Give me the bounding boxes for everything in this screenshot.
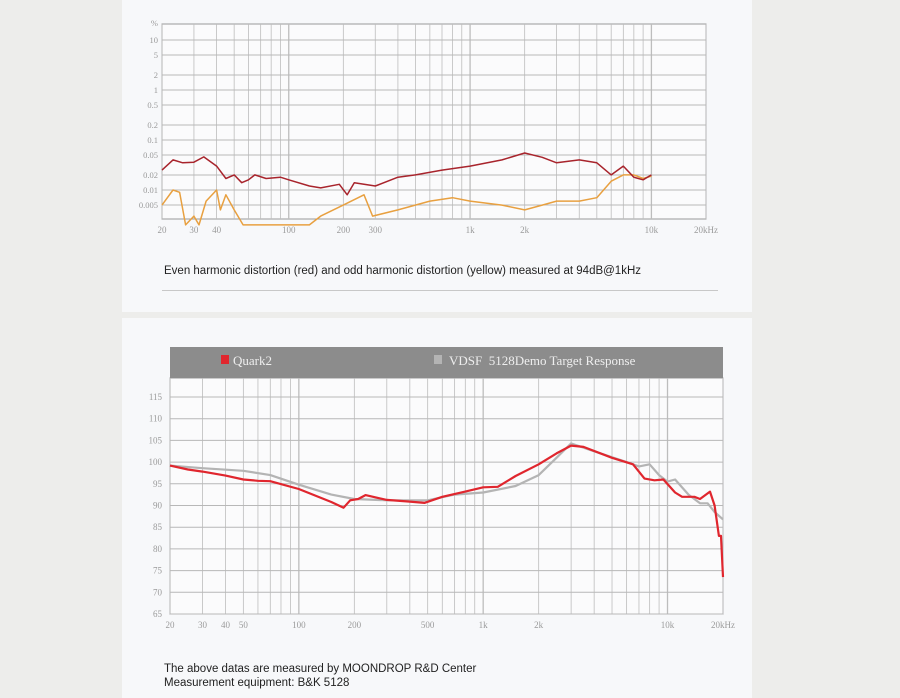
y-tick-label: 105	[149, 435, 163, 445]
y-tick-label: 0.01	[143, 185, 158, 195]
x-tick-label: 1k	[466, 225, 476, 235]
x-tick-label: 30	[189, 225, 199, 235]
divider	[162, 290, 718, 291]
y-tick-label: 65	[153, 609, 163, 619]
frequency-response-card: 20 30 40 50 100 200 500 1k 2k 10k 20kHz 115 110 105 10…	[122, 318, 752, 698]
x-tick-label: 40	[221, 620, 231, 630]
y-tick-label: 0.02	[143, 170, 158, 180]
x-tick-label: 30	[198, 620, 208, 630]
x-tick-label: 200	[348, 620, 362, 630]
y-tick-label: 0.5	[147, 100, 158, 110]
y-tick-label: 70	[153, 587, 163, 597]
legend-swatch-target	[434, 355, 442, 364]
x-tick-label: 2k	[520, 225, 530, 235]
x-tick-label: 500	[421, 620, 435, 630]
y-tick-label: 0.2	[147, 120, 158, 130]
x-tick-label: 20	[166, 620, 176, 630]
x-tick-label: 100	[282, 225, 296, 235]
series-line-even-harmonic-distortion	[161, 152, 652, 196]
frequency-response-chart: 20 30 40 50 100 200 500 1k 2k 10k 20kHz 115 110 105 10…	[149, 347, 735, 630]
y-tick-label: 115	[149, 392, 163, 402]
plot-area	[161, 23, 707, 220]
x-tick-label: 200	[337, 225, 351, 235]
x-tick-label: 100	[292, 620, 306, 630]
y-tick-label: 10	[150, 35, 159, 45]
legend-bar	[170, 347, 723, 378]
x-tick-label: 300	[369, 225, 383, 235]
x-tick-label: 40	[212, 225, 222, 235]
x-tick-label: 1k	[479, 620, 489, 630]
measurement-caption: The above datas are measured by MOONDROP…	[164, 663, 477, 675]
series-line-odd-harmonic-distortion	[161, 174, 652, 226]
x-tick-label: 20kHz	[694, 225, 718, 235]
legend-swatch-quark2	[221, 355, 229, 364]
x-tick-label: 20kHz	[711, 620, 735, 630]
y-tick-label: 2	[154, 70, 158, 80]
x-tick-label: 10k	[645, 225, 659, 235]
distortion-caption: Even harmonic distortion (red) and odd h…	[164, 265, 642, 277]
y-tick-label: 90	[153, 501, 163, 511]
x-tick-label: 20	[158, 225, 168, 235]
legend-label-quark2: Quark2	[233, 353, 272, 368]
series-line-vdsf-5128demo-target-response	[169, 442, 724, 521]
x-tick-label: 50	[239, 620, 249, 630]
legend-label-target: VDSF 5128Demo Target Response	[449, 353, 636, 368]
y-tick-label: 80	[153, 544, 163, 554]
distortion-chart: 20 30 40 100 200 300 1k 2k 10k 20kHz 10 5 2 1 0.5 0.2 0.…	[139, 18, 718, 235]
equipment-caption: Measurement equipment: B&K 5128	[164, 677, 350, 689]
x-tick-label: 2k	[534, 620, 544, 630]
y-tick-label: 0.1	[147, 135, 158, 145]
y-tick-label: 95	[153, 479, 163, 489]
y-tick-label: 0.005	[139, 200, 158, 210]
y-unit-label: %	[151, 18, 158, 28]
y-tick-label: 85	[153, 522, 163, 532]
distortion-card: 20 30 40 100 200 300 1k 2k 10k 20kHz 10 5 2 1 0.5 0.2 0.…	[122, 0, 752, 312]
y-tick-label: 110	[149, 414, 163, 424]
y-tick-label: 100	[149, 457, 163, 467]
y-tick-label: 75	[153, 566, 163, 576]
y-tick-label: 1	[154, 85, 158, 95]
x-tick-label: 10k	[661, 620, 675, 630]
series-line-quark2	[169, 444, 725, 578]
y-tick-label: 0.05	[143, 150, 158, 160]
y-tick-label: 5	[154, 50, 158, 60]
